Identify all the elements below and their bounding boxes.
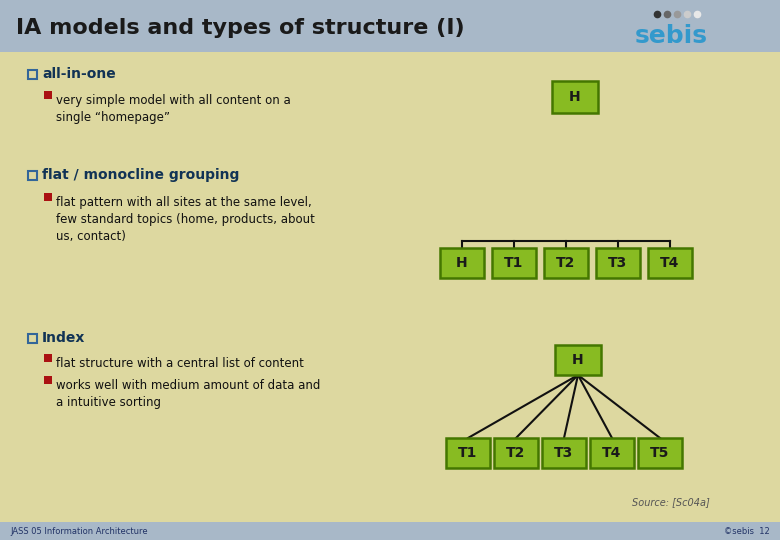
FancyBboxPatch shape <box>596 248 640 278</box>
FancyBboxPatch shape <box>590 438 634 468</box>
FancyBboxPatch shape <box>494 438 538 468</box>
Text: H: H <box>569 90 581 104</box>
FancyBboxPatch shape <box>555 345 601 375</box>
FancyBboxPatch shape <box>492 248 536 278</box>
FancyBboxPatch shape <box>446 438 490 468</box>
Text: Source: [Sc04a]: Source: [Sc04a] <box>633 497 710 507</box>
FancyBboxPatch shape <box>544 248 588 278</box>
Bar <box>44 354 52 362</box>
FancyBboxPatch shape <box>542 438 586 468</box>
FancyBboxPatch shape <box>552 81 598 113</box>
Text: T4: T4 <box>602 446 622 460</box>
Text: T1: T1 <box>505 256 523 270</box>
Bar <box>44 193 52 201</box>
Text: T2: T2 <box>556 256 576 270</box>
Bar <box>28 334 37 342</box>
Bar <box>44 91 52 99</box>
Bar <box>44 376 52 384</box>
Text: T1: T1 <box>459 446 477 460</box>
Text: flat / monocline grouping: flat / monocline grouping <box>42 168 239 182</box>
Text: H: H <box>456 256 468 270</box>
Text: IA models and types of structure (I): IA models and types of structure (I) <box>16 18 465 38</box>
Bar <box>0 0 780 52</box>
Text: ©sebis  12: ©sebis 12 <box>725 526 770 536</box>
Text: T3: T3 <box>608 256 628 270</box>
Text: T3: T3 <box>555 446 573 460</box>
FancyBboxPatch shape <box>638 438 682 468</box>
Text: JASS 05 Information Architecture: JASS 05 Information Architecture <box>10 526 147 536</box>
Text: very simple model with all content on a
single “homepage”: very simple model with all content on a … <box>56 94 291 124</box>
Text: sebis: sebis <box>635 24 708 48</box>
Bar <box>28 70 37 78</box>
Text: flat structure with a central list of content: flat structure with a central list of co… <box>56 357 304 370</box>
FancyBboxPatch shape <box>648 248 692 278</box>
Text: works well with medium amount of data and
a intuitive sorting: works well with medium amount of data an… <box>56 379 321 409</box>
Bar <box>0 52 780 522</box>
FancyBboxPatch shape <box>440 248 484 278</box>
Text: T5: T5 <box>651 446 670 460</box>
Text: T2: T2 <box>506 446 526 460</box>
Text: flat pattern with all sites at the same level,
few standard topics (home, produc: flat pattern with all sites at the same … <box>56 196 315 243</box>
Bar <box>28 171 37 179</box>
Text: Index: Index <box>42 331 85 345</box>
Text: all-in-one: all-in-one <box>42 67 115 81</box>
Bar <box>0 522 780 540</box>
Text: T4: T4 <box>661 256 679 270</box>
Text: H: H <box>573 353 583 367</box>
